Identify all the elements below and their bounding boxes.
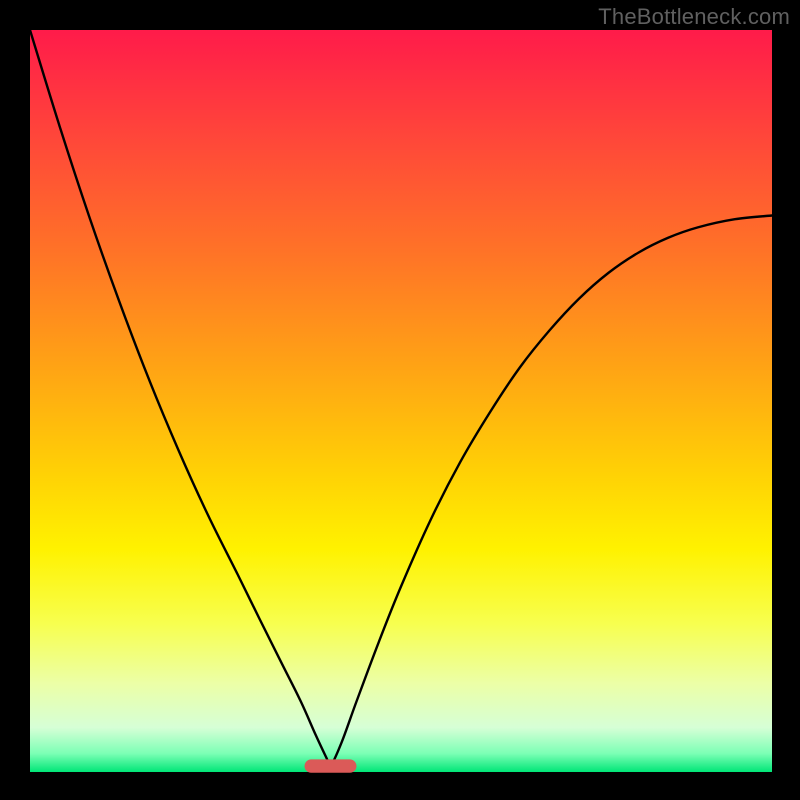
watermark-text: TheBottleneck.com xyxy=(598,4,790,30)
plot-svg xyxy=(30,30,772,772)
min-point-marker xyxy=(305,759,357,772)
bottleneck-curve xyxy=(30,30,772,767)
plot-area xyxy=(30,30,772,772)
chart-frame: TheBottleneck.com xyxy=(0,0,800,800)
